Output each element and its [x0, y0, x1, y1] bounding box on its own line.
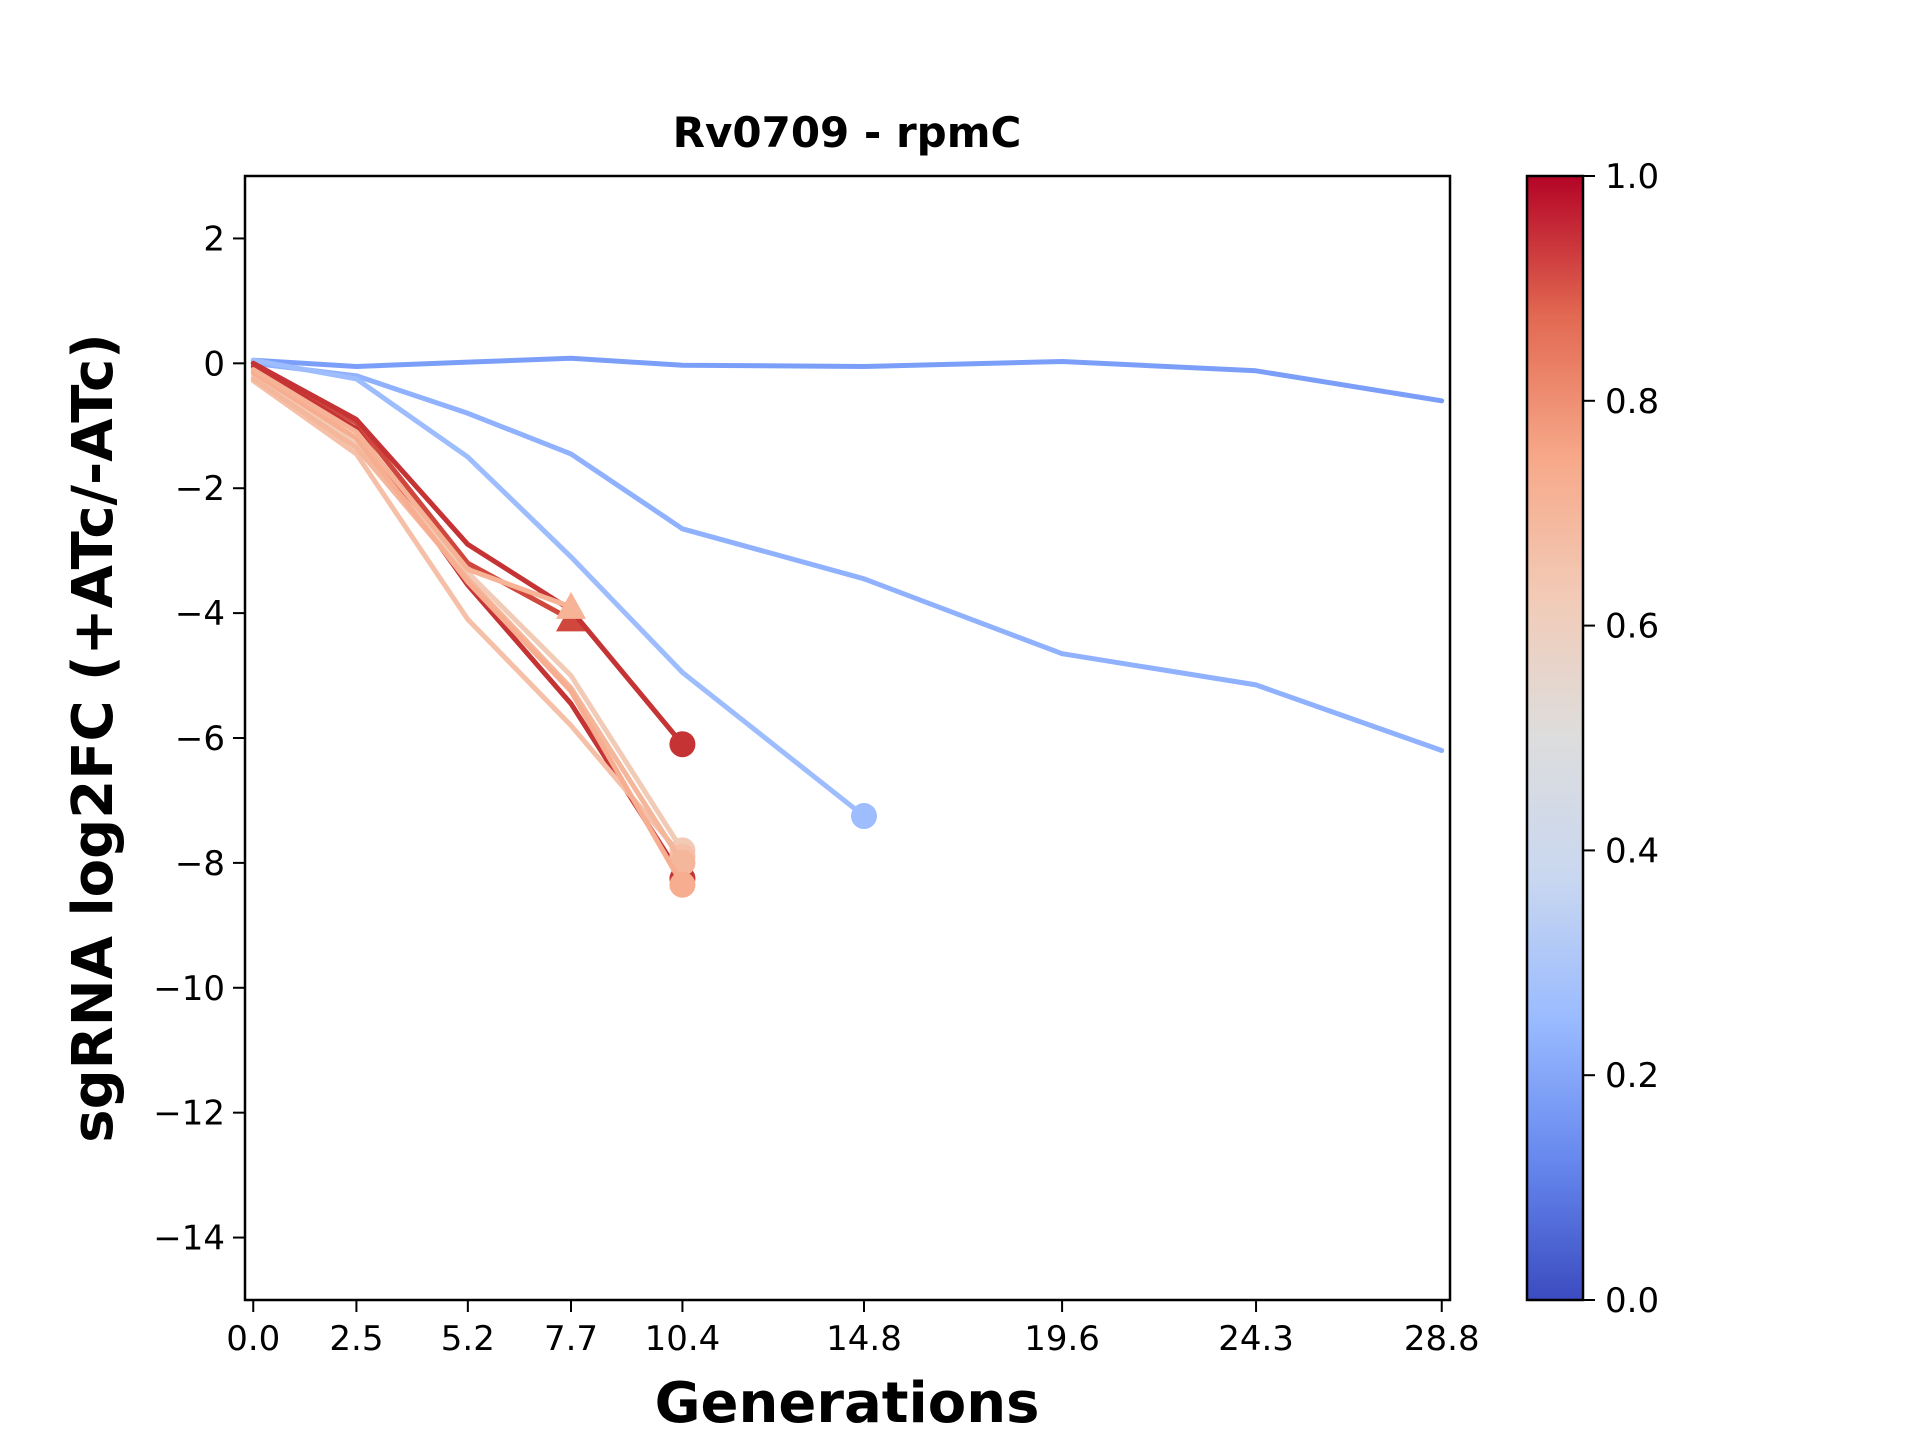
x-tick-label: 28.8 — [1404, 1319, 1480, 1359]
x-tick-label: 5.2 — [441, 1319, 495, 1359]
y-tick-label: −10 — [153, 969, 225, 1009]
y-tick-label: −4 — [175, 594, 225, 634]
colorbar-axis: 0.0 0.2 0.4 0.6 0.8 1.0 — [1583, 157, 1659, 1321]
x-tick-label: 2.5 — [329, 1319, 383, 1359]
y-tick-label: −14 — [153, 1219, 225, 1259]
x-axis-label: Generations — [655, 1371, 1040, 1436]
x-tick-label: 14.8 — [826, 1319, 902, 1359]
x-tick-label: 24.3 — [1218, 1319, 1294, 1359]
series-line-2 — [250, 360, 1445, 753]
colorbar-tick-label: 0.6 — [1605, 607, 1659, 647]
plot-frame — [243, 174, 1452, 1302]
chart-title: Rv0709 - rpmC — [673, 108, 1022, 157]
series-line-5 — [250, 360, 685, 747]
x-tick-label: 10.4 — [645, 1319, 721, 1359]
colorbar-tick-label: 0.8 — [1605, 382, 1659, 422]
series-line-11 — [250, 367, 574, 610]
colorbar-tick-label: 1.0 — [1605, 157, 1659, 197]
series-layer — [250, 355, 1445, 898]
x-tick-label: 7.7 — [544, 1319, 598, 1359]
series-end-marker-10 — [669, 871, 696, 898]
y-axis: 2 0 −2 −4 −6 −8 −10 −12 −14 — [153, 219, 245, 1259]
x-axis: 0.0 2.5 5.2 7.7 10.4 14.8 19.6 24.3 28.8 — [226, 1300, 1480, 1359]
series-line-10 — [250, 370, 685, 888]
series-end-marker-11 — [556, 591, 587, 619]
series-line-3 — [250, 357, 867, 819]
y-tick-label: −12 — [153, 1094, 225, 1134]
series-end-marker-3 — [851, 803, 878, 830]
y-tick-label: 2 — [203, 219, 225, 259]
series-line-1 — [250, 355, 1445, 404]
y-tick-label: −8 — [175, 844, 225, 884]
x-tick-label: 0.0 — [226, 1319, 280, 1359]
y-tick-label: 0 — [203, 344, 225, 384]
series-end-marker-5 — [669, 731, 696, 758]
colorbar-tick-label: 0.4 — [1605, 831, 1659, 871]
y-axis-label: sgRNA log2FC (+ATc/-ATc) — [61, 333, 126, 1143]
colorbar-tick-label: 0.2 — [1605, 1056, 1659, 1096]
y-tick-label: −6 — [175, 719, 225, 759]
series-line-8 — [250, 378, 685, 860]
colorbar — [1525, 174, 1585, 1302]
x-tick-label: 19.6 — [1024, 1319, 1100, 1359]
y-tick-label: −2 — [175, 469, 225, 509]
colorbar-tick-label: 0.0 — [1605, 1281, 1659, 1321]
series-line-7 — [250, 373, 685, 853]
